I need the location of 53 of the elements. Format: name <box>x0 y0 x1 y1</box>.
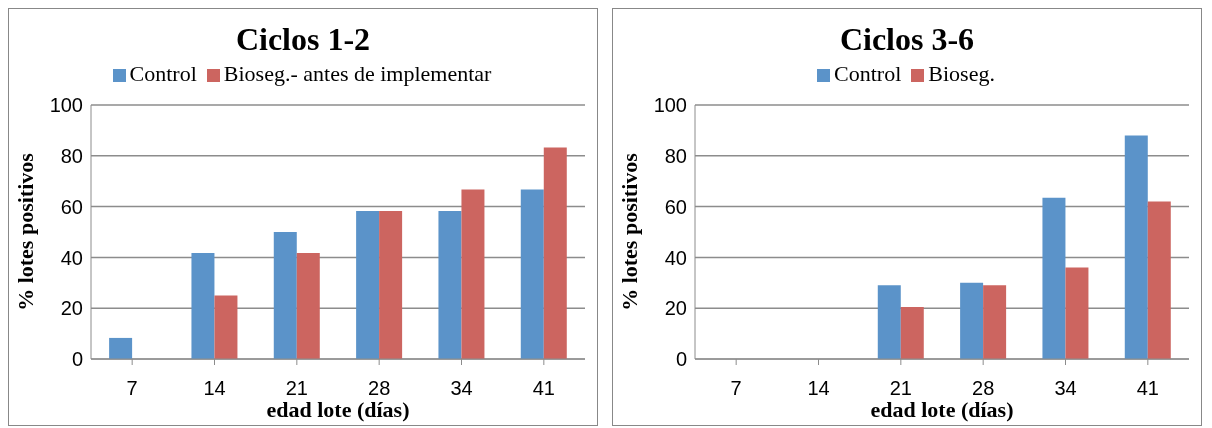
y-tick-label: 100 <box>653 94 687 117</box>
x-tick-label: 7 <box>730 377 742 400</box>
y-tick-label: 0 <box>675 348 687 371</box>
bar <box>1147 201 1171 359</box>
bar <box>214 295 238 359</box>
bar <box>109 337 133 359</box>
bar <box>296 253 320 359</box>
x-axis-title: edad lote (días) <box>266 397 410 422</box>
x-tick-label: 41 <box>532 377 555 400</box>
y-tick-label: 60 <box>60 195 83 218</box>
y-tick-label: 40 <box>664 246 687 269</box>
legend-label: Control <box>834 61 902 86</box>
x-tick-label: 7 <box>126 377 138 400</box>
y-tick-label: 20 <box>60 297 83 320</box>
bar <box>273 232 297 359</box>
x-tick-label: 34 <box>1054 377 1077 400</box>
y-tick-label: 40 <box>60 246 83 269</box>
x-tick-label: 14 <box>203 377 226 400</box>
x-tick-label: 34 <box>450 377 473 400</box>
bar <box>438 210 462 359</box>
x-tick-label: 21 <box>889 377 912 400</box>
legend-label: Bioseg. <box>928 61 995 86</box>
bar <box>379 210 403 359</box>
bar <box>356 210 380 359</box>
bar <box>461 189 485 359</box>
bar <box>983 285 1007 359</box>
bar <box>877 285 901 359</box>
legend-label: Bioseg.- antes de implementar <box>223 61 492 86</box>
bar <box>520 189 544 359</box>
bar <box>960 282 984 359</box>
x-tick-label: 28 <box>368 377 391 400</box>
x-tick-label: 14 <box>807 377 830 400</box>
y-tick-label: 80 <box>664 144 687 167</box>
x-tick-label: 41 <box>1136 377 1159 400</box>
y-tick-label: 60 <box>664 195 687 218</box>
y-tick-label: 20 <box>664 297 687 320</box>
chart-title: Ciclos 1-2 <box>234 21 372 59</box>
bar <box>543 147 567 359</box>
y-tick-label: 0 <box>71 348 83 371</box>
bar <box>1124 135 1148 359</box>
bar <box>1042 197 1066 359</box>
y-tick-label: 100 <box>49 94 83 117</box>
y-tick-label: 80 <box>60 144 83 167</box>
x-tick-label: 28 <box>972 377 995 400</box>
bar <box>900 306 924 359</box>
chart-title: Ciclos 3-6 <box>838 21 976 59</box>
bar <box>1065 267 1089 359</box>
x-tick-label: 21 <box>285 377 308 400</box>
bar <box>191 253 215 359</box>
y-axis-title: % lotes positivos <box>616 152 642 311</box>
y-axis-title: % lotes positivos <box>12 152 38 311</box>
legend-label: Control <box>129 61 197 86</box>
x-axis-title: edad lote (días) <box>870 397 1014 422</box>
